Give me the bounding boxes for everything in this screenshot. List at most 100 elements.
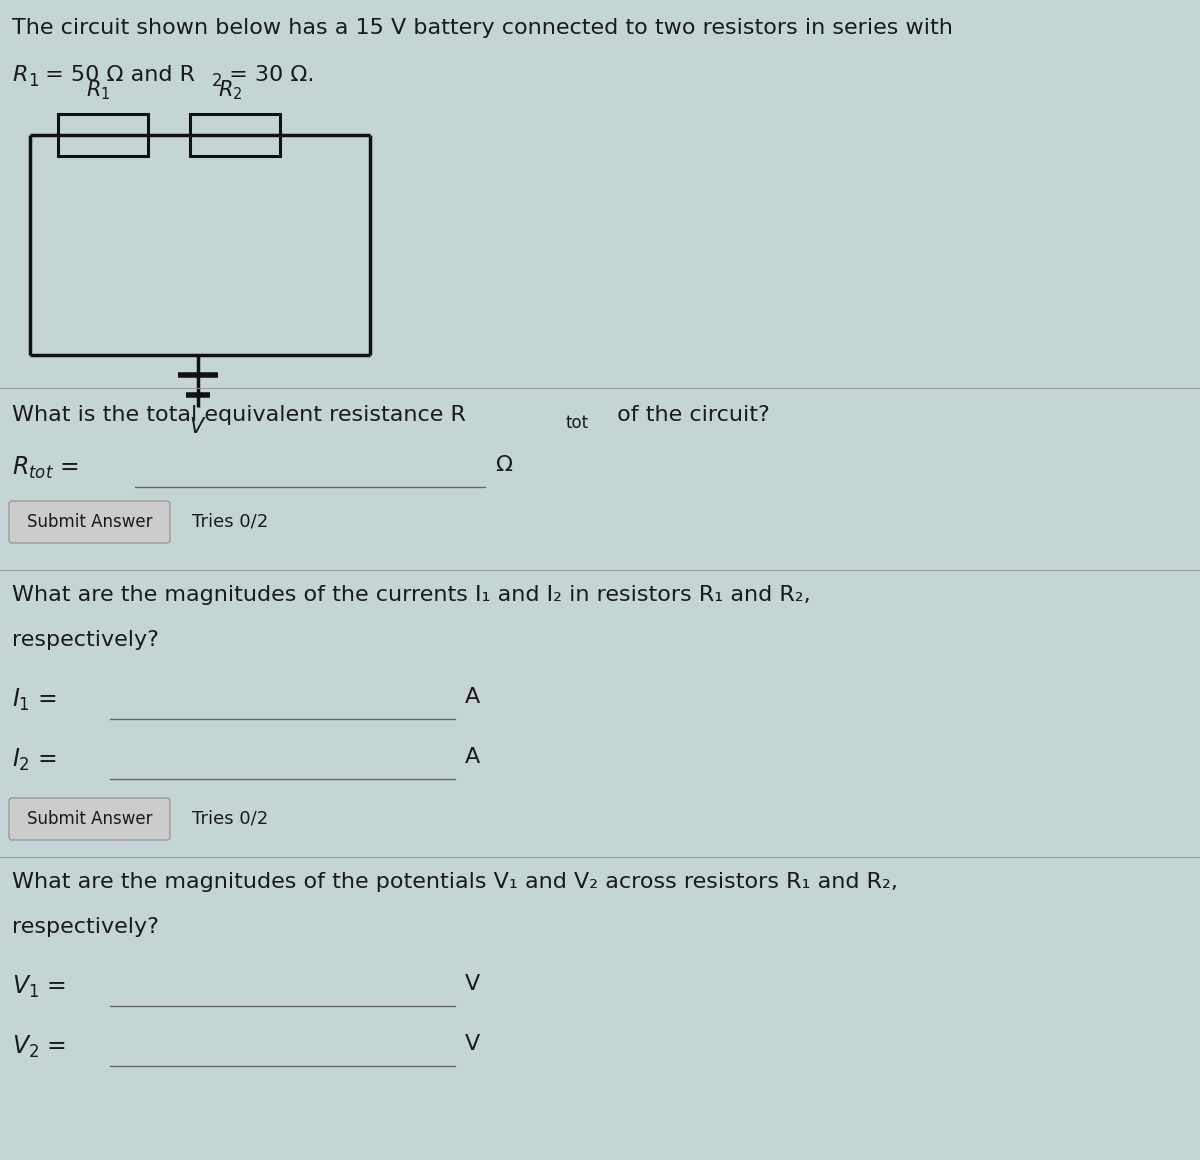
Point bbox=[25, 684, 44, 703]
Point bbox=[73, 392, 92, 411]
Point bbox=[334, 437, 353, 456]
Point bbox=[1088, 731, 1108, 749]
Point bbox=[368, 509, 388, 528]
Point bbox=[640, 528, 659, 546]
Point bbox=[310, 63, 329, 81]
Point bbox=[422, 1036, 442, 1054]
Point bbox=[408, 60, 427, 79]
Point bbox=[94, 742, 113, 761]
Point bbox=[22, 505, 41, 523]
Point bbox=[200, 16, 220, 35]
Point bbox=[2, 718, 22, 737]
Point bbox=[151, 229, 170, 247]
Point bbox=[751, 730, 770, 748]
Point bbox=[457, 1146, 476, 1160]
Point bbox=[312, 934, 331, 952]
Point bbox=[448, 697, 467, 716]
Point bbox=[721, 386, 740, 405]
Point bbox=[0, 318, 18, 336]
Point bbox=[29, 187, 48, 205]
Point bbox=[1117, 37, 1136, 56]
Point bbox=[373, 631, 392, 650]
Point bbox=[314, 137, 334, 155]
Point bbox=[114, 585, 133, 603]
Point bbox=[588, 360, 607, 378]
Point bbox=[179, 602, 198, 621]
Point bbox=[814, 256, 833, 275]
Point bbox=[638, 138, 658, 157]
Point bbox=[918, 93, 937, 111]
Point bbox=[244, 142, 263, 160]
Point bbox=[574, 848, 593, 867]
Point bbox=[265, 290, 284, 309]
Point bbox=[702, 659, 721, 677]
Point bbox=[834, 115, 853, 133]
Point bbox=[760, 1056, 779, 1074]
Point bbox=[992, 887, 1012, 906]
Point bbox=[486, 647, 505, 666]
Point bbox=[508, 119, 527, 138]
Point bbox=[365, 1117, 384, 1136]
Point bbox=[228, 8, 247, 27]
Point bbox=[586, 925, 605, 943]
Point bbox=[768, 118, 787, 137]
Point bbox=[1133, 140, 1152, 159]
Point bbox=[576, 786, 595, 805]
Point bbox=[391, 774, 410, 792]
Point bbox=[0, 640, 11, 659]
Point bbox=[482, 1081, 502, 1100]
Point bbox=[217, 1146, 236, 1160]
Point bbox=[1124, 791, 1144, 810]
Point bbox=[88, 56, 107, 74]
Point bbox=[980, 108, 1000, 126]
Point bbox=[200, 1145, 220, 1160]
Point bbox=[1019, 834, 1038, 853]
Point bbox=[848, 669, 868, 688]
Point bbox=[118, 1060, 137, 1079]
Point bbox=[620, 624, 640, 643]
Point bbox=[1043, 782, 1062, 800]
Point bbox=[971, 696, 990, 715]
Point bbox=[118, 954, 137, 972]
Point bbox=[287, 774, 306, 792]
Point bbox=[426, 1067, 445, 1086]
Point bbox=[954, 938, 973, 957]
Point bbox=[500, 387, 520, 406]
Point bbox=[749, 1133, 768, 1152]
Point bbox=[253, 137, 272, 155]
Point bbox=[216, 241, 235, 260]
Point bbox=[313, 462, 332, 480]
Point bbox=[331, 117, 350, 136]
Point bbox=[490, 684, 509, 703]
Point bbox=[148, 809, 167, 827]
Point bbox=[274, 50, 293, 68]
Point bbox=[452, 527, 472, 545]
Point bbox=[182, 124, 202, 143]
Point bbox=[496, 583, 515, 602]
Point bbox=[1163, 701, 1182, 719]
Point bbox=[785, 641, 804, 660]
Point bbox=[1066, 479, 1085, 498]
Point bbox=[48, 902, 67, 921]
Point bbox=[592, 592, 611, 610]
Point bbox=[337, 512, 356, 530]
Point bbox=[798, 532, 817, 551]
Point bbox=[655, 397, 674, 415]
Point bbox=[347, 790, 366, 809]
Point bbox=[473, 886, 492, 905]
Point bbox=[714, 400, 733, 419]
Point bbox=[398, 1027, 418, 1045]
Point bbox=[187, 212, 206, 231]
Point bbox=[218, 1089, 238, 1108]
Point bbox=[62, 815, 82, 834]
Point bbox=[1165, 1005, 1184, 1023]
Point bbox=[805, 287, 824, 305]
Point bbox=[686, 718, 706, 737]
Point bbox=[86, 104, 106, 123]
Point bbox=[1111, 828, 1130, 847]
Point bbox=[907, 1053, 926, 1072]
Point bbox=[455, 690, 474, 709]
Point bbox=[595, 701, 614, 719]
Point bbox=[1080, 32, 1099, 51]
Point bbox=[1140, 1008, 1159, 1027]
